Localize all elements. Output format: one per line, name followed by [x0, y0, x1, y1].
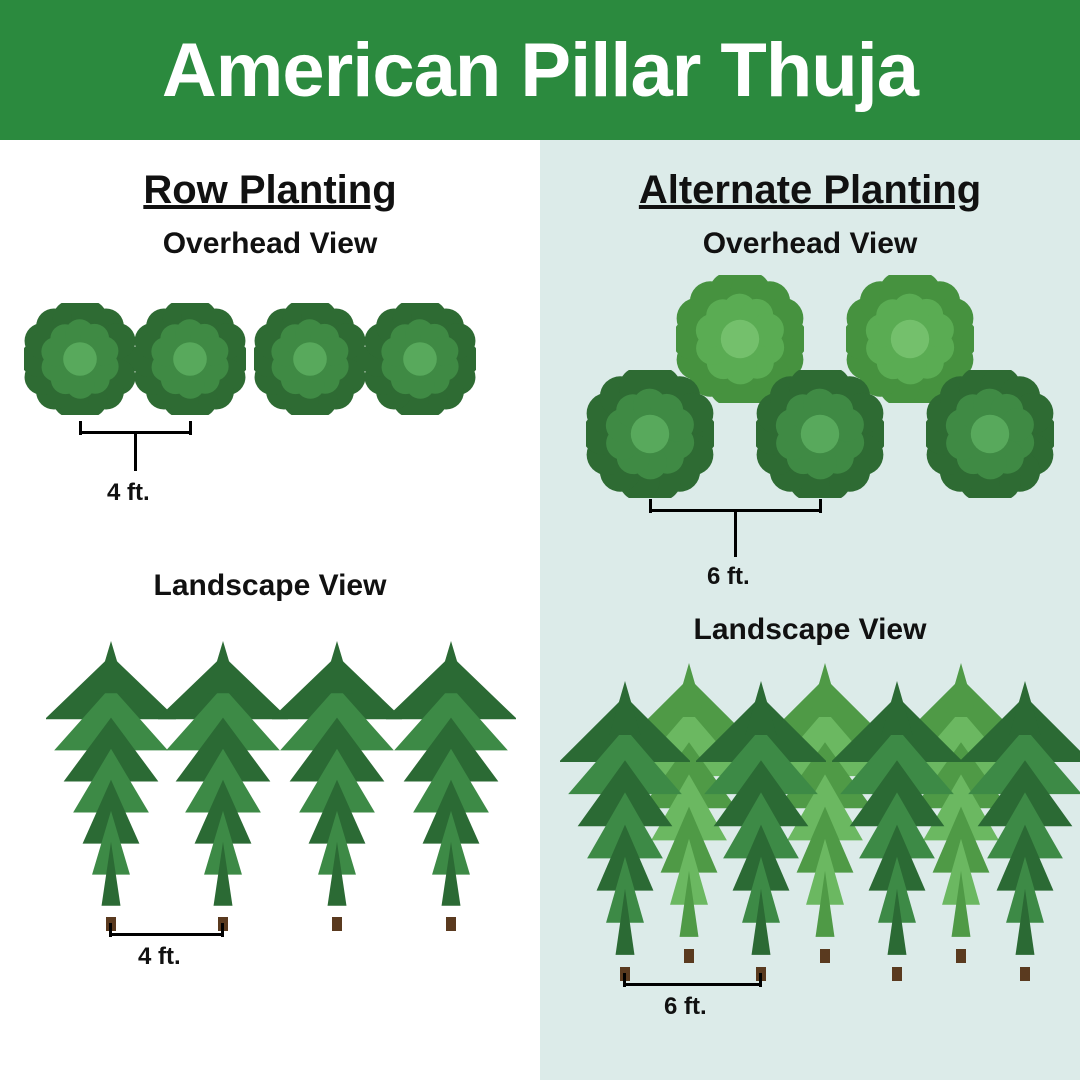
dimension-label: 6 ft.	[664, 993, 707, 1021]
dimension-tick	[623, 973, 626, 987]
dimension-tick	[649, 499, 652, 513]
dimension-tick	[109, 923, 112, 937]
dimension-label: 6 ft.	[707, 563, 750, 591]
dimension-tick	[819, 499, 822, 513]
bush-icon	[756, 370, 884, 503]
bush-icon	[926, 370, 1054, 503]
alternate-landscape-label: Landscape View	[694, 613, 927, 647]
row-overhead-label: Overhead View	[163, 227, 378, 261]
dimension-label: 4 ft.	[107, 479, 150, 507]
col-row-planting: Row Planting Overhead View 4 ft. Landsca…	[0, 140, 540, 1080]
bush-icon	[254, 303, 366, 420]
row-overhead-view: 4 ft.	[0, 279, 540, 539]
bush-icon	[134, 303, 246, 420]
tree-icon	[386, 641, 516, 936]
dimension-stem	[134, 431, 137, 471]
alternate-overhead-label: Overhead View	[703, 227, 918, 261]
header: American Pillar Thuja	[0, 0, 1080, 140]
tree-icon	[560, 681, 690, 986]
tree-icon	[696, 681, 826, 986]
bush-icon	[24, 303, 136, 420]
dimension-tick	[759, 973, 762, 987]
dimension-label: 4 ft.	[138, 943, 181, 971]
bush-icon	[364, 303, 476, 420]
dimension-bar	[110, 933, 222, 936]
dimension-tick	[79, 421, 82, 435]
row-planting-title: Row Planting	[143, 168, 396, 213]
tree-icon	[960, 681, 1080, 986]
tree-icon	[158, 641, 288, 936]
bush-icon	[586, 370, 714, 503]
dimension-tick	[221, 923, 224, 937]
row-landscape-view: 4 ft.	[0, 613, 540, 973]
page-title: American Pillar Thuja	[162, 27, 918, 114]
col-alternate-planting: Alternate Planting Overhead View 6 ft. L…	[540, 140, 1080, 1080]
row-landscape-label: Landscape View	[154, 569, 387, 603]
dimension-stem	[734, 509, 737, 557]
columns: Row Planting Overhead View 4 ft. Landsca…	[0, 140, 1080, 1080]
dimension-tick	[189, 421, 192, 435]
alternate-overhead-view: 6 ft.	[540, 279, 1080, 599]
tree-icon	[46, 641, 176, 936]
tree-icon	[272, 641, 402, 936]
alternate-landscape-view: 6 ft.	[540, 657, 1080, 1017]
tree-icon	[832, 681, 962, 986]
alternate-planting-title: Alternate Planting	[639, 168, 981, 213]
dimension-bar	[624, 983, 760, 986]
